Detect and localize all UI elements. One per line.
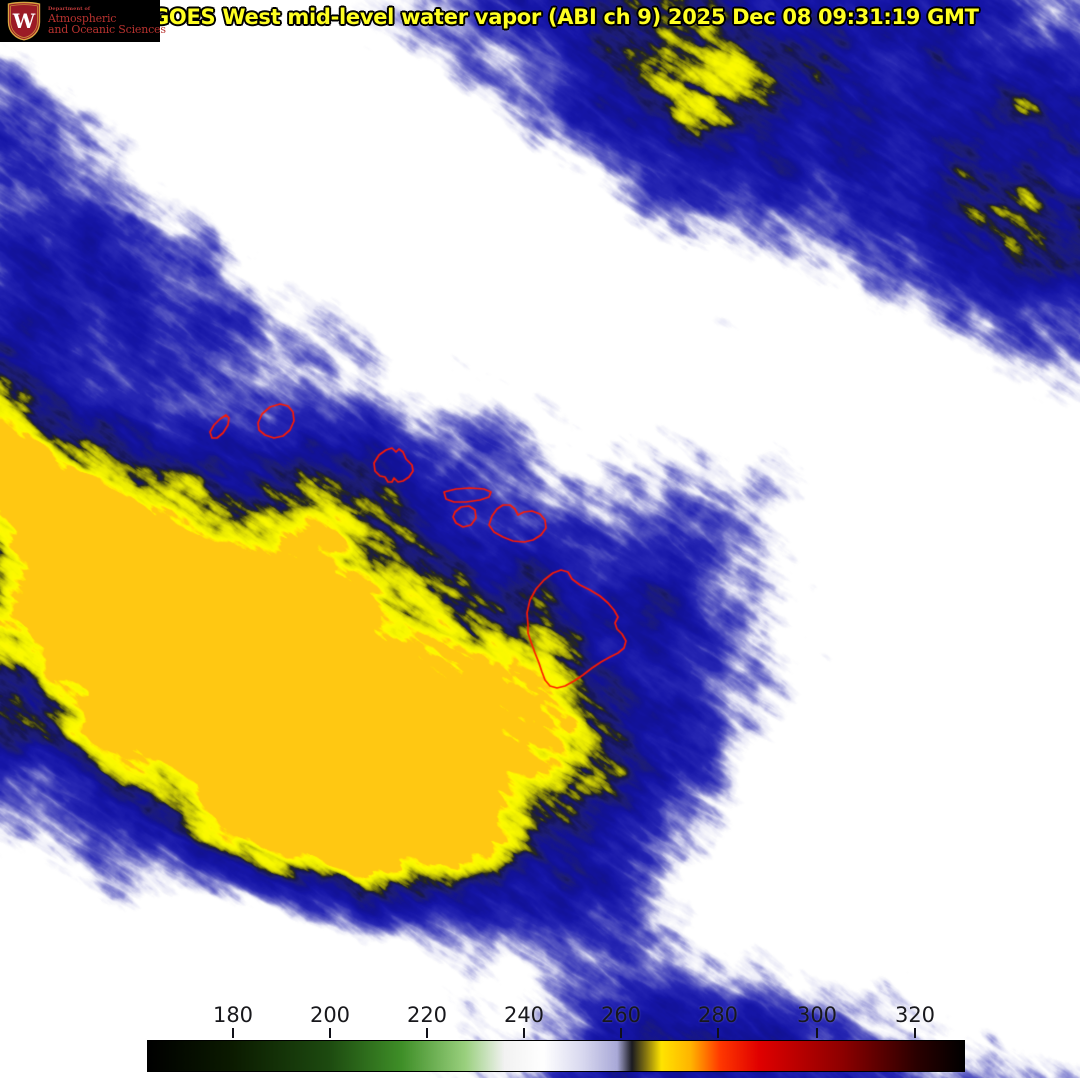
colorbar-gradient-bar: [147, 1040, 965, 1072]
colorbar-tick-mark: [426, 1028, 428, 1038]
colorbar-tick-label: 280: [697, 1003, 739, 1027]
colorbar-gradient: [147, 1041, 965, 1071]
colorbar-tick-label: 220: [406, 1003, 448, 1027]
colorbar-tick-label: 300: [796, 1003, 838, 1027]
colorbar-tick-mark: [717, 1028, 719, 1038]
colorbar-tick-label: 200: [309, 1003, 351, 1027]
colorbar-tick-mark: [620, 1028, 622, 1038]
colorbar-legend: 180 200 220 240 260 280 300 320: [0, 1000, 1080, 1078]
colorbar-tick-label: 260: [600, 1003, 642, 1027]
colorbar-tick-label: 320: [894, 1003, 936, 1027]
colorbar-tick-mark: [232, 1028, 234, 1038]
colorbar-tick-label: 240: [503, 1003, 545, 1027]
colorbar-tick-mark: [914, 1028, 916, 1038]
colorbar-tick-mark: [816, 1028, 818, 1038]
colorbar-tick-labels: 180 200 220 240 260 280 300 320: [0, 1000, 1080, 1038]
colorbar-tick-mark: [329, 1028, 331, 1038]
colorbar-tick-label: 180: [212, 1003, 254, 1027]
colorbar-tick-mark: [523, 1028, 525, 1038]
